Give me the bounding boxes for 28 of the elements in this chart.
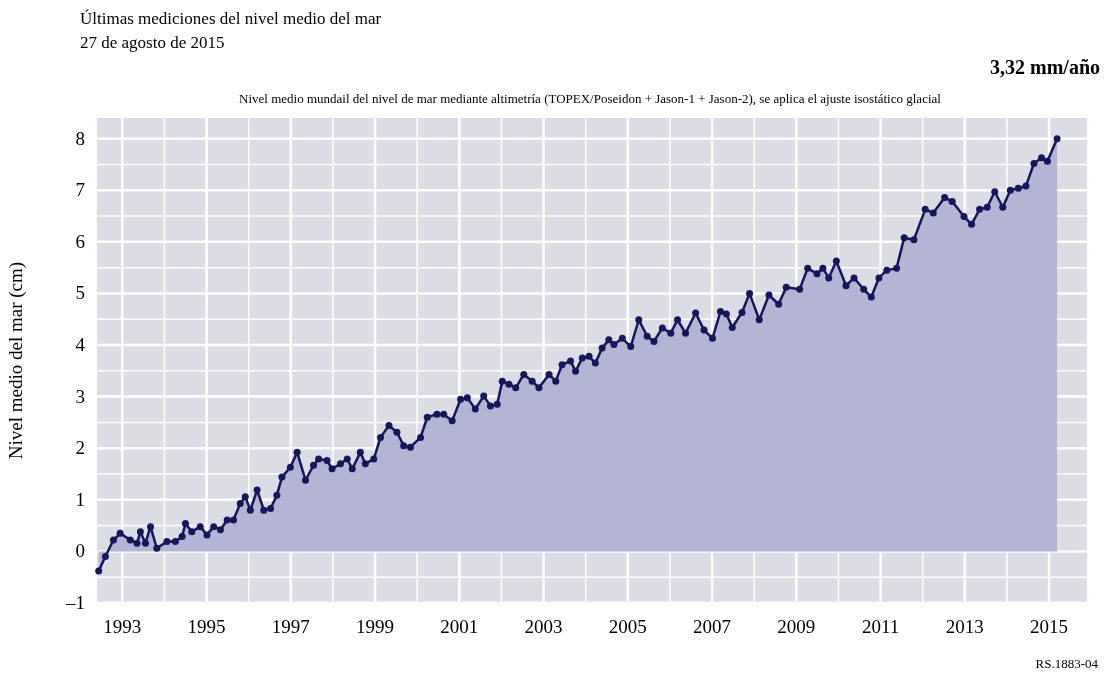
x-tick-label: 1999 [356,616,395,637]
x-tick-label: 2001 [440,616,479,637]
y-axis-title: Nivel medio del mar (cm) [5,261,27,460]
chart-title: Últimas mediciones del nivel medio del mar [80,9,382,28]
x-tick-label: 2013 [945,616,984,637]
y-tick-label: 3 [75,385,85,407]
x-tick-label: 2011 [861,616,900,637]
y-tick-label: 8 [75,127,85,149]
x-tick-label: 1995 [187,616,226,637]
x-tick-label: 2003 [524,616,563,637]
y-tick-label: 0 [75,540,85,562]
y-tick-label: 4 [75,334,86,356]
y-tick-label: 6 [75,230,85,252]
x-tick-label: 2007 [693,616,732,637]
text: 3,32 mm/año [990,56,1100,78]
y-tick-label: 1 [75,488,85,510]
x-tick-label: 1997 [271,616,310,637]
y-tick-label: –1 [65,592,85,613]
x-tick-label: 2015 [1030,616,1069,637]
y-tick-label: 7 [75,179,85,201]
chart-subtitle: 27 de agosto de 2015 [80,33,225,52]
text: RS.1883-04 [1035,656,1099,671]
x-tick-label: 1993 [103,616,142,637]
x-tick-label: 2005 [608,616,647,637]
y-tick-label: 5 [75,282,85,304]
y-tick-label: 2 [75,437,85,459]
x-tick-label: 2009 [777,616,816,637]
text: Nivel medio mundail del nivel de mar mediante altimetría (TOPEX/Poseidon + Jason-1 + Jason-2), se aplica el ajuste isostático glacial [239,91,942,106]
